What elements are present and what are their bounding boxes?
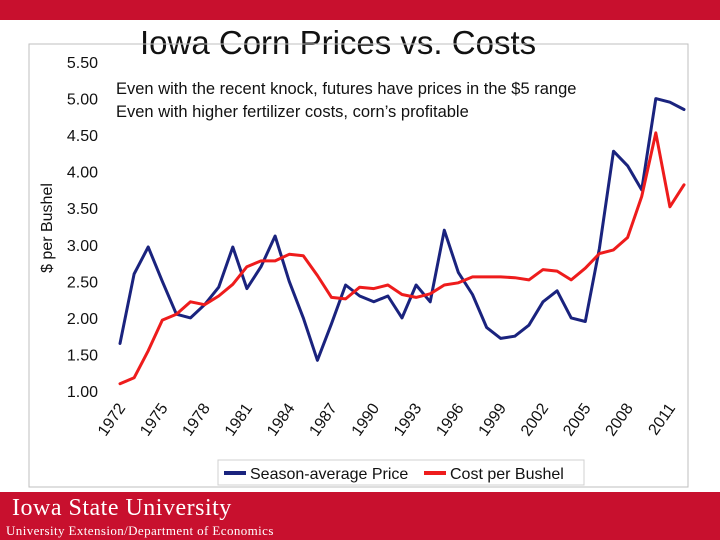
x-tick-label: 1993	[391, 400, 425, 439]
x-tick-label: 2011	[646, 400, 680, 438]
x-tick-label: 1984	[264, 400, 298, 439]
department-subtitle: University Extension/Department of Econo…	[6, 523, 274, 538]
x-tick-label: 1975	[137, 400, 171, 439]
y-tick-label: 1.50	[67, 347, 98, 364]
annotation-line-1: Even with the recent knock, futures have…	[116, 80, 576, 98]
x-tick-label: 2005	[560, 400, 594, 439]
legend: Season-average Price Cost per Bushel	[217, 459, 585, 486]
y-tick-label: 2.00	[67, 311, 98, 328]
series-line-price	[118, 97, 686, 362]
legend-label-cost: Cost per Bushel	[450, 466, 564, 483]
x-tick-label: 1972	[95, 400, 129, 439]
x-tick-label: 1996	[433, 400, 467, 439]
university-logo: Iowa State University	[12, 495, 232, 521]
y-tick-label: 5.50	[67, 55, 98, 72]
y-tick-label: 2.50	[67, 274, 98, 291]
y-axis-title: $ per Bushel	[39, 183, 56, 273]
x-tick-label: 1987	[306, 400, 340, 439]
x-tick-label: 2002	[518, 400, 552, 439]
y-tick-label: 5.00	[67, 92, 98, 109]
y-tick-label: 4.00	[67, 165, 98, 182]
legend-label-price: Season-average Price	[250, 466, 408, 483]
x-tick-label: 1990	[349, 400, 383, 439]
line-chart: 1.00 1.50 2.00 2.50 3.00 3.50 4.00 4.50 5.00 5.50…	[28, 43, 689, 488]
footer-bar: Iowa State University University Extensi…	[0, 492, 720, 540]
x-tick-label: 2008	[603, 400, 637, 439]
x-tick-label: 1999	[476, 400, 510, 439]
top-banner	[0, 0, 720, 20]
slide-title: Iowa Corn Prices vs. Costs	[140, 24, 537, 61]
y-tick-label: 3.50	[67, 201, 98, 218]
legend-box	[217, 459, 585, 486]
series-line-cost	[118, 131, 686, 386]
chart-frame	[28, 43, 689, 488]
annotation-line-2: Even with higher fertilizer costs, corn’…	[116, 103, 469, 121]
y-tick-label: 1.00	[67, 384, 98, 401]
y-tick-label: 3.00	[67, 238, 98, 255]
y-tick-label: 4.50	[67, 128, 98, 145]
x-tick-label: 1978	[180, 400, 214, 439]
x-tick-label: 1981	[222, 400, 256, 439]
